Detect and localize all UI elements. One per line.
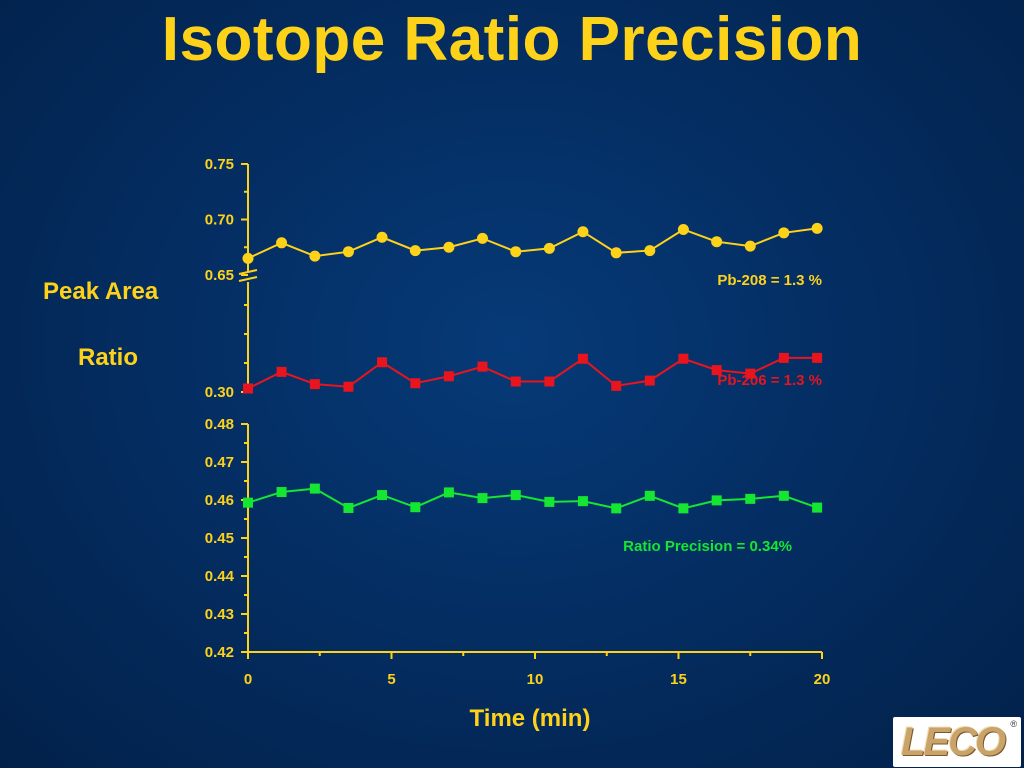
ratio-point bbox=[611, 503, 622, 514]
ratio-point bbox=[577, 496, 588, 507]
lower-y-tick-label: 0.46 bbox=[205, 492, 234, 509]
pb208-point bbox=[711, 236, 723, 248]
ratio-point bbox=[778, 490, 789, 501]
pb206-point bbox=[510, 376, 521, 387]
pb208-point bbox=[510, 246, 522, 258]
pb206-point bbox=[477, 361, 488, 372]
pb208-point bbox=[242, 252, 254, 264]
lower-y-tick-label: 0.47 bbox=[205, 454, 234, 471]
upper-y-tick-label: 0.75 bbox=[205, 156, 234, 173]
pb208-point bbox=[811, 222, 823, 234]
pb208-point bbox=[309, 250, 321, 262]
pb208-point bbox=[376, 231, 388, 243]
pb206-point bbox=[611, 380, 622, 391]
ratio-point bbox=[410, 502, 421, 513]
pb206-point bbox=[678, 353, 689, 364]
pb208-point bbox=[744, 240, 756, 252]
ratio-point bbox=[377, 490, 388, 501]
ratio-point bbox=[343, 502, 354, 513]
pb208-point bbox=[677, 223, 689, 235]
x-tick-label: 0 bbox=[244, 671, 252, 688]
pb206-line bbox=[247, 356, 818, 390]
x-tick-label: 5 bbox=[387, 671, 395, 688]
y-axis-label-line1: Peak Area bbox=[43, 278, 159, 305]
lower-y-tick-label: 0.45 bbox=[205, 530, 234, 547]
upper-y-tick-label: 0.30 bbox=[205, 384, 234, 401]
pb206-point bbox=[644, 375, 655, 386]
lower-y-tick-label: 0.43 bbox=[205, 606, 234, 623]
upper-y-tick-label: 0.70 bbox=[205, 212, 234, 229]
upper-y-tick-label: 0.65 bbox=[205, 267, 234, 284]
x-axis-title: Time (min) bbox=[470, 705, 591, 732]
pb206-point bbox=[812, 352, 823, 363]
x-tick-label: 10 bbox=[527, 671, 544, 688]
ratio-point bbox=[443, 487, 454, 498]
pb208-point bbox=[443, 241, 455, 253]
pb206-point bbox=[309, 379, 320, 390]
lower-y-tick-label: 0.42 bbox=[205, 644, 234, 661]
ratio-point bbox=[644, 490, 655, 501]
pb206-point bbox=[343, 381, 354, 392]
pb208-point bbox=[409, 245, 421, 257]
pb206-point bbox=[544, 376, 555, 387]
ratio-point bbox=[812, 502, 823, 513]
leco-logo-text: LECO bbox=[901, 720, 1006, 764]
ratio-point bbox=[678, 503, 689, 514]
pb208-point bbox=[610, 247, 622, 259]
pb206-point bbox=[778, 352, 789, 363]
pb208-annotation: Pb-208 = 1.3 % bbox=[717, 272, 822, 289]
pb206-point bbox=[745, 368, 756, 379]
registered-mark: ® bbox=[1010, 719, 1017, 729]
ratio-point bbox=[309, 483, 320, 494]
pb208-point bbox=[778, 227, 790, 239]
pb208-point bbox=[644, 245, 656, 257]
lower-y-tick-label: 0.44 bbox=[205, 568, 235, 585]
ratio-point bbox=[544, 496, 555, 507]
pb208-line bbox=[247, 227, 818, 260]
ratio-point bbox=[510, 490, 521, 501]
pb208-point bbox=[577, 226, 589, 238]
pb208-point bbox=[476, 232, 488, 244]
pb208-point bbox=[543, 242, 555, 254]
leco-logo: LECO ® bbox=[893, 717, 1021, 767]
lower-y-tick-label: 0.48 bbox=[205, 416, 234, 433]
pb208-point bbox=[276, 237, 288, 249]
ratio-point bbox=[477, 493, 488, 504]
pb206-point bbox=[443, 371, 454, 382]
ratio-point bbox=[243, 497, 253, 508]
axis-break-mark bbox=[238, 276, 258, 282]
pb206-point bbox=[243, 383, 253, 394]
pb206-point bbox=[377, 357, 388, 368]
pb206-point bbox=[577, 353, 588, 364]
pb206-point bbox=[711, 365, 722, 376]
chart-title: Isotope Ratio Precision bbox=[161, 5, 863, 74]
y-axis-label-line2: Ratio bbox=[78, 344, 138, 371]
ratio-line bbox=[247, 487, 818, 510]
x-tick-label: 15 bbox=[670, 671, 687, 688]
ratio-point bbox=[711, 495, 722, 506]
pb208-point bbox=[342, 246, 354, 258]
ratio-annotation: Ratio Precision = 0.34% bbox=[623, 538, 792, 555]
pb206-annotation: Pb-206 = 1.3 % bbox=[717, 372, 822, 389]
ratio-point bbox=[745, 493, 756, 504]
ratio-point bbox=[276, 487, 287, 498]
axis-break-mark bbox=[238, 269, 258, 275]
pb206-point bbox=[276, 366, 287, 377]
pb206-point bbox=[410, 378, 421, 389]
x-tick-label: 20 bbox=[814, 671, 831, 688]
